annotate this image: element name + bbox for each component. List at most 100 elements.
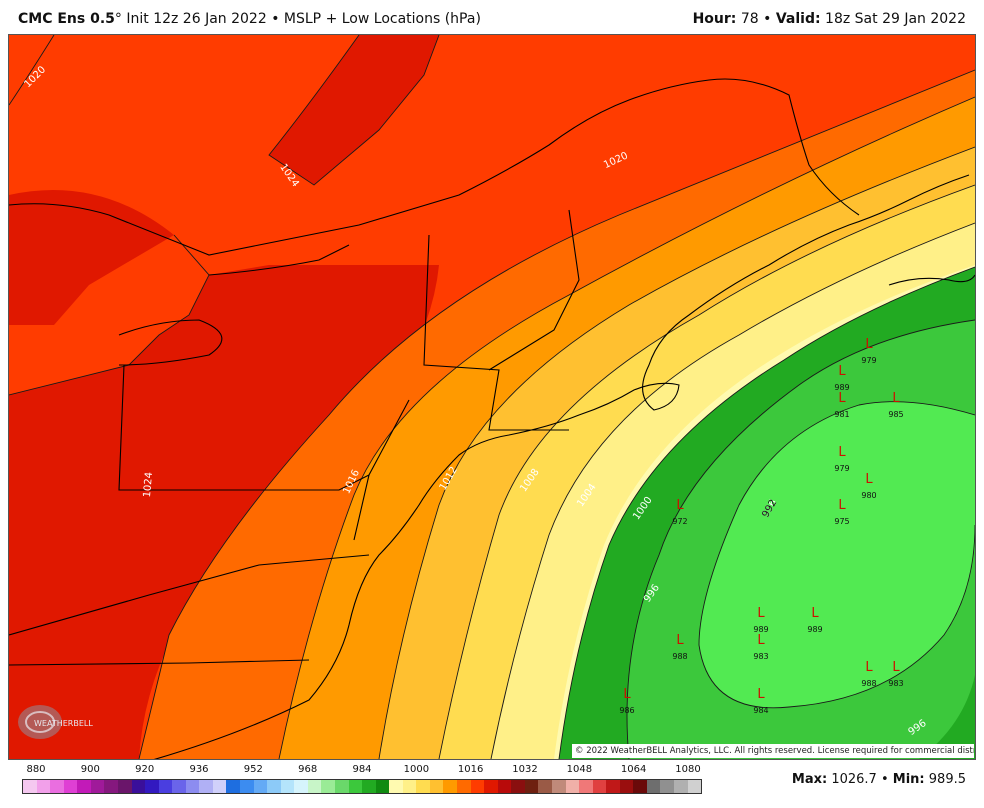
svg-text:L: L bbox=[676, 633, 684, 648]
model-name: CMC Ens 0.5 bbox=[18, 11, 115, 27]
legend-tick-label: 984 bbox=[352, 764, 372, 775]
legend-swatch bbox=[158, 780, 173, 793]
copyright-notice: © 2022 WeatherBELL Analytics, LLC. All r… bbox=[572, 744, 974, 758]
legend-swatch bbox=[511, 780, 525, 793]
svg-text:L: L bbox=[676, 498, 684, 513]
legend-swatch bbox=[253, 780, 268, 793]
svg-text:L: L bbox=[623, 687, 631, 702]
legend-tick-label: 880 bbox=[26, 764, 46, 775]
legend-swatch bbox=[240, 780, 254, 793]
mslp-map: 1020 1024 1020 1024 1016 1012 1008 1004 … bbox=[8, 34, 976, 760]
pressure-legend: 880 900 920 936 952 968 984 1000 1016 1032 1048 106… bbox=[22, 764, 702, 794]
legend-swatch bbox=[145, 780, 159, 793]
legend-tick-label: 952 bbox=[243, 764, 263, 775]
bullet-separator: • bbox=[763, 11, 772, 27]
low-marker: L 979 bbox=[861, 337, 876, 365]
svg-text:L: L bbox=[838, 364, 846, 379]
legend-swatch bbox=[416, 780, 430, 793]
legend-swatch bbox=[212, 780, 227, 793]
legend-swatch bbox=[457, 780, 471, 793]
svg-text:WEATHERBELL: WEATHERBELL bbox=[34, 719, 93, 728]
legend-tick-label: 1080 bbox=[675, 764, 701, 775]
low-marker: L 983 bbox=[753, 633, 768, 661]
legend-swatch bbox=[484, 780, 498, 793]
max-value: 1026.7 bbox=[831, 772, 877, 787]
svg-text:980: 980 bbox=[861, 491, 876, 500]
band-984 bbox=[699, 401, 975, 708]
svg-text:979: 979 bbox=[861, 356, 876, 365]
legend-swatch bbox=[538, 780, 552, 793]
legend-swatch bbox=[565, 780, 580, 793]
svg-text:983: 983 bbox=[753, 652, 768, 661]
legend-swatch bbox=[551, 780, 566, 793]
legend-swatch bbox=[50, 780, 64, 793]
legend-swatch bbox=[402, 780, 417, 793]
legend-swatch bbox=[348, 780, 363, 793]
svg-text:989: 989 bbox=[807, 625, 822, 634]
low-marker: L 989 bbox=[807, 606, 822, 634]
svg-text:L: L bbox=[757, 633, 765, 648]
forecast-hour: 78 bbox=[740, 11, 759, 27]
low-marker: L 981 bbox=[834, 391, 849, 419]
legend-swatch bbox=[619, 780, 634, 793]
legend-tick-label: 1048 bbox=[566, 764, 593, 775]
legend-swatch bbox=[199, 780, 213, 793]
svg-text:972: 972 bbox=[672, 517, 687, 526]
low-marker: L 983 bbox=[888, 660, 903, 688]
legend-swatch bbox=[226, 780, 240, 793]
svg-text:L: L bbox=[892, 660, 900, 675]
legend-swatch bbox=[172, 780, 186, 793]
forecast-time: Hour: 78 • Valid: 18z Sat 29 Jan 2022 bbox=[693, 11, 966, 27]
svg-text:988: 988 bbox=[672, 652, 687, 661]
svg-text:L: L bbox=[838, 445, 846, 460]
legend-swatch bbox=[90, 780, 105, 793]
legend-swatch bbox=[646, 780, 661, 793]
svg-text:L: L bbox=[865, 660, 873, 675]
legend-swatch bbox=[389, 780, 403, 793]
isobar-label: 1024 bbox=[142, 472, 155, 498]
legend-swatch bbox=[375, 780, 390, 793]
great-lakes bbox=[118, 244, 350, 366]
svg-text:983: 983 bbox=[888, 679, 903, 688]
legend-tick-label: 968 bbox=[298, 764, 318, 775]
init-time: Init 12z 26 Jan 2022 bbox=[126, 11, 267, 27]
legend-swatch bbox=[579, 780, 593, 793]
legend-swatch bbox=[633, 780, 647, 793]
bullet-separator: • bbox=[880, 772, 889, 787]
svg-text:L: L bbox=[811, 606, 819, 621]
svg-text:986: 986 bbox=[619, 706, 634, 715]
product-name: MSLP + Low Locations (hPa) bbox=[283, 11, 481, 27]
svg-text:L: L bbox=[892, 391, 900, 406]
legend-swatch bbox=[307, 780, 322, 793]
svg-text:975: 975 bbox=[834, 517, 849, 526]
us-canada-border bbox=[9, 78, 860, 256]
low-marker: L 986 bbox=[619, 687, 634, 715]
legend-swatch bbox=[497, 780, 512, 793]
legend-swatch bbox=[660, 780, 674, 793]
svg-text:984: 984 bbox=[753, 706, 768, 715]
legend-swatch bbox=[674, 780, 688, 793]
min-value: 989.5 bbox=[928, 772, 966, 787]
svg-text:L: L bbox=[838, 498, 846, 513]
legend-swatch bbox=[131, 780, 146, 793]
coastline bbox=[153, 174, 970, 759]
legend-tick-label: 1064 bbox=[620, 764, 647, 775]
svg-text:988: 988 bbox=[861, 679, 876, 688]
low-marker: L 988 bbox=[672, 633, 687, 661]
low-marker: L 972 bbox=[672, 498, 687, 526]
maritimes-coast bbox=[888, 274, 975, 286]
legend-swatch bbox=[63, 780, 78, 793]
legend-swatch bbox=[117, 780, 132, 793]
legend-swatch bbox=[592, 780, 607, 793]
legend-tick-label: 920 bbox=[135, 764, 155, 775]
legend-swatch bbox=[429, 780, 444, 793]
legend-swatch bbox=[687, 780, 702, 793]
legend-swatch bbox=[185, 780, 200, 793]
low-marker: L 989 bbox=[834, 364, 849, 392]
legend-swatch bbox=[321, 780, 335, 793]
low-marker: L 988 bbox=[861, 660, 876, 688]
legend-tick-label: 1000 bbox=[403, 764, 430, 775]
legend-swatch bbox=[334, 780, 349, 793]
legend-swatch bbox=[280, 780, 295, 793]
legend-swatch bbox=[524, 780, 539, 793]
